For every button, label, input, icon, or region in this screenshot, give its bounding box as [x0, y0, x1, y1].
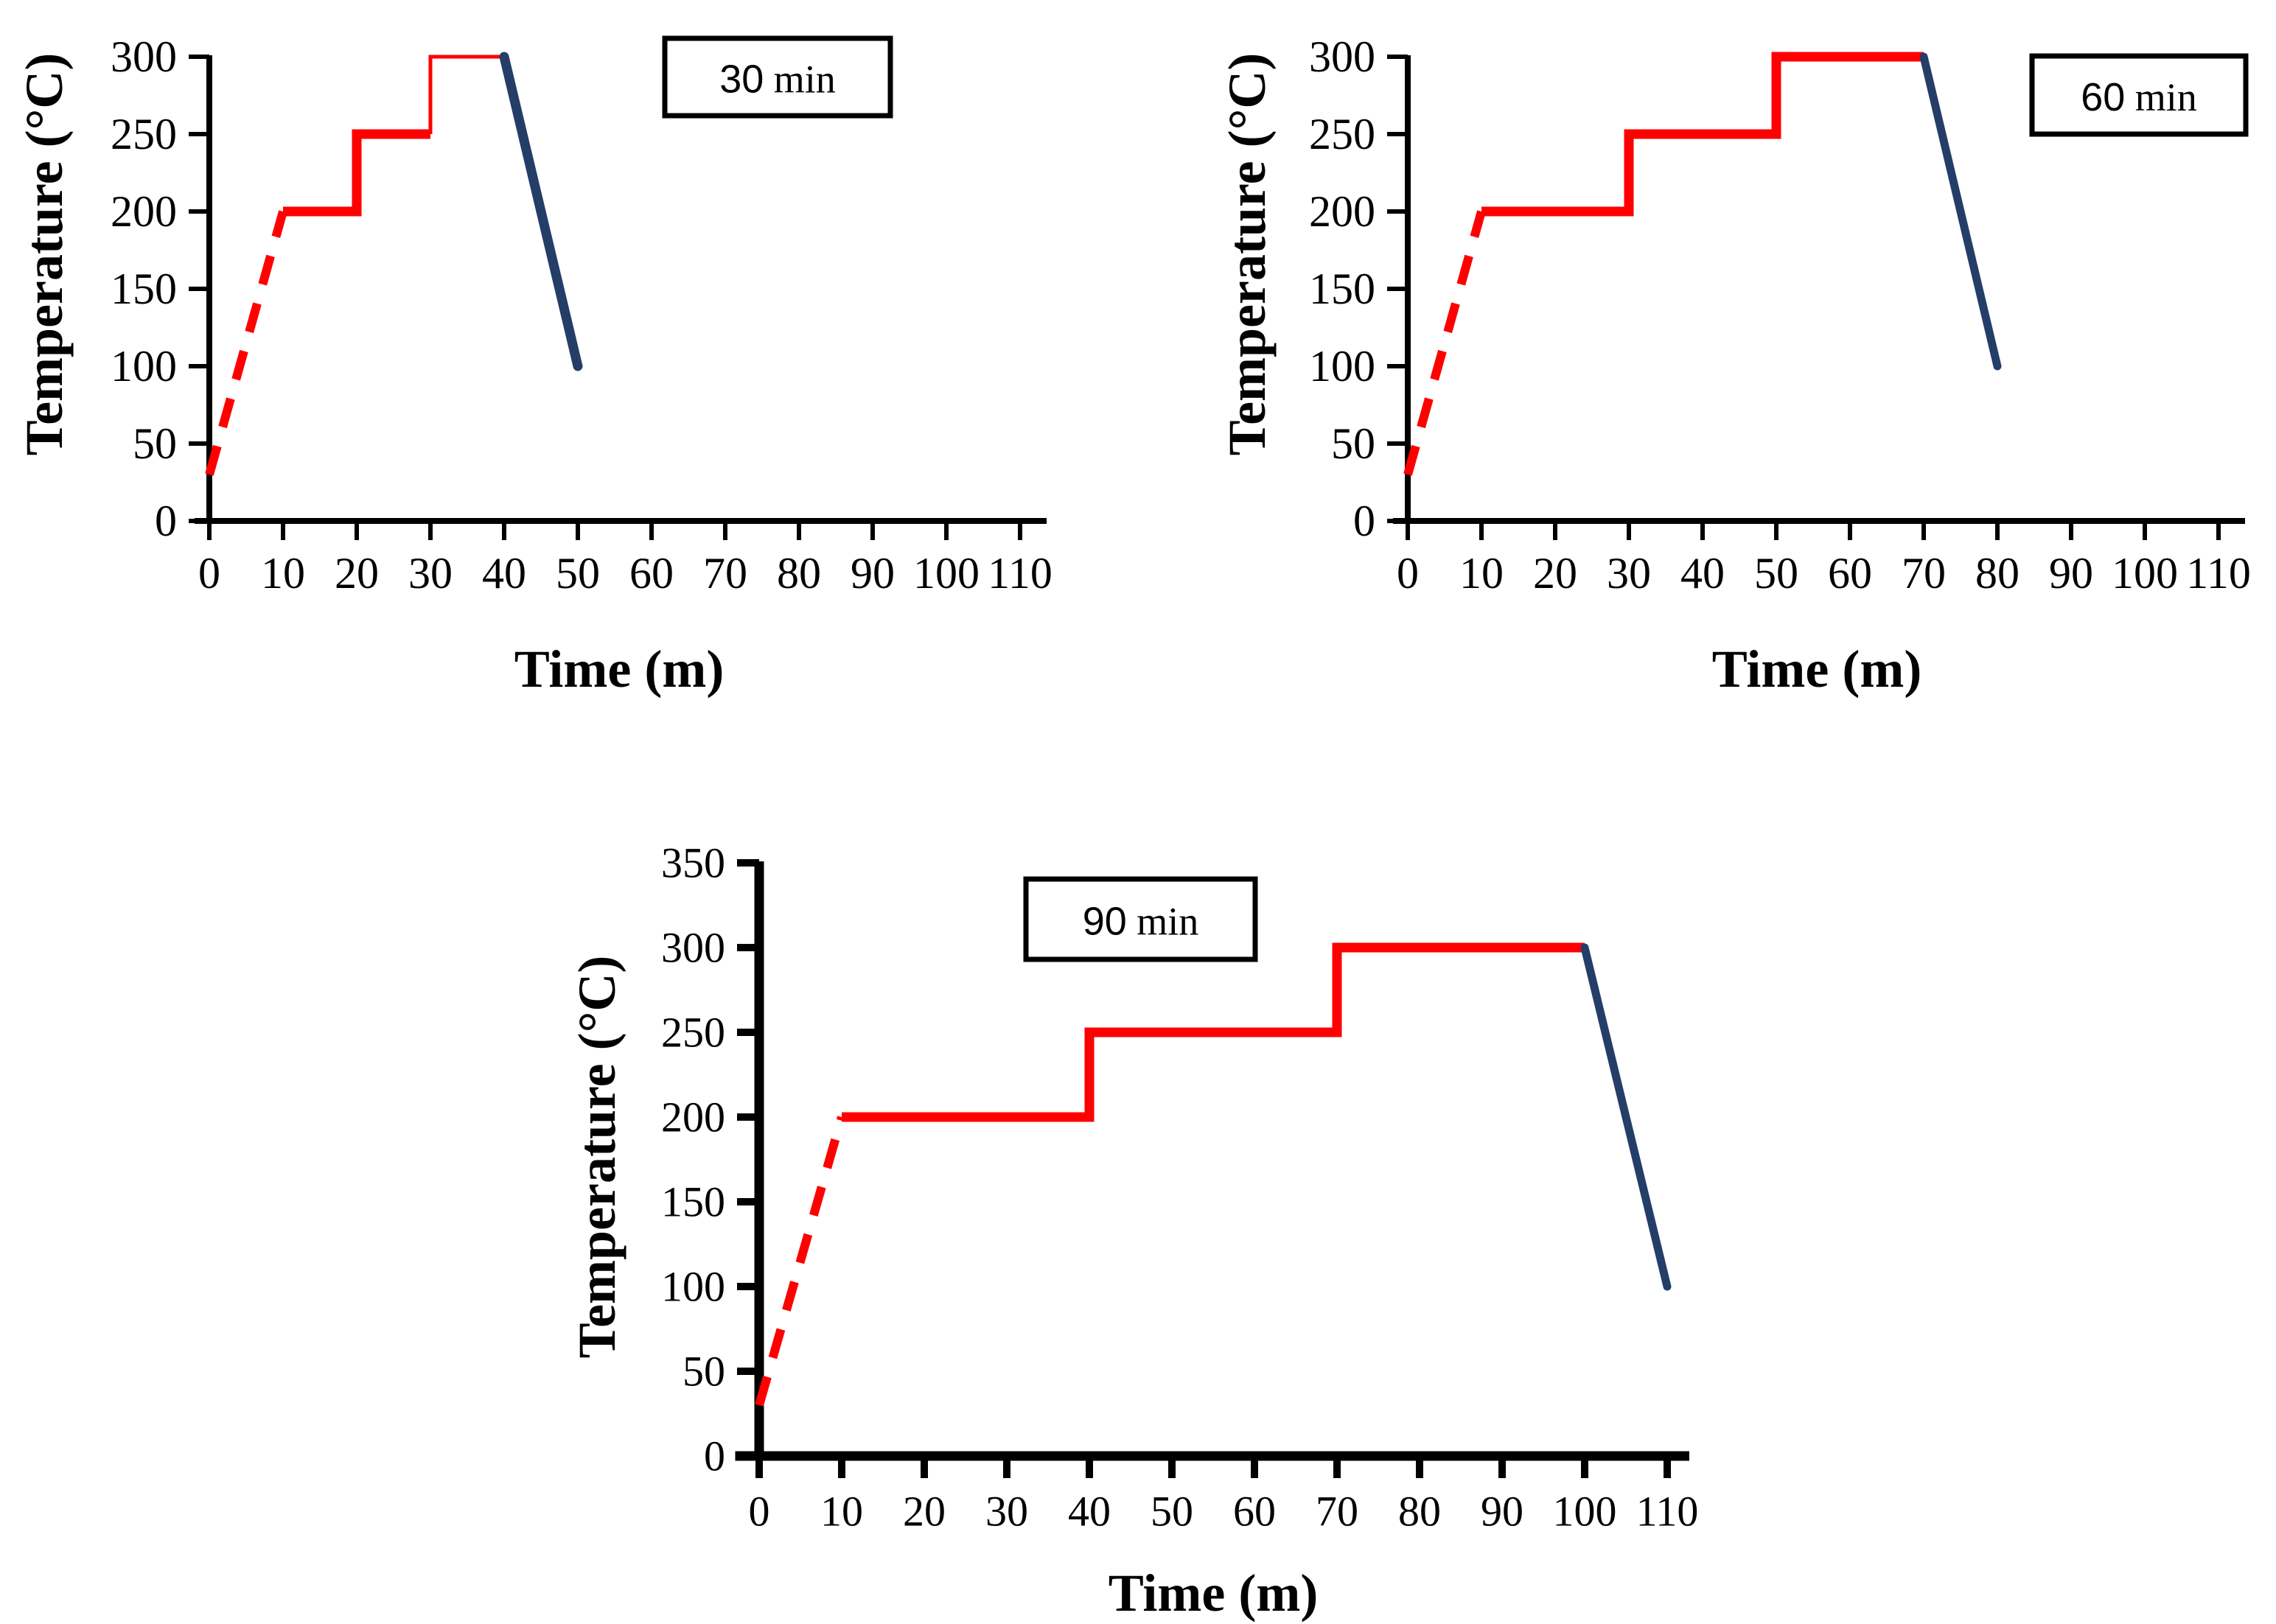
chart-panel-90-min: 0 10 20 30 40 50 60 70 80 90 100 110 0 50 100 150 200 250…: [553, 774, 1776, 1624]
x-tick-label: 40: [1680, 549, 1725, 598]
legend-box: [2029, 53, 2249, 137]
series-heating-ramp: [1403, 210, 1486, 476]
chart-panel-30-min: 0 10 20 30 40 50 60 70 80 90 100 110 0 50 100 150 200 250…: [0, 0, 1150, 744]
y-tick-label: 50: [683, 1348, 725, 1396]
x-tick-label: 110: [1636, 1488, 1699, 1536]
chart-svg-30-min: 0 10 20 30 40 50 60 70 80 90 100 110050100150200250…: [15, 32, 1053, 699]
x-tick-label: 90: [851, 549, 895, 598]
x-tick-label: 30: [1607, 549, 1651, 598]
legend-label: 90 min: [1083, 900, 1199, 944]
x-tick-label: 40: [482, 549, 526, 598]
x-tick-label: 60: [1233, 1488, 1276, 1536]
y-tick-label: 350: [661, 839, 725, 887]
x-tick-label: 90: [2049, 549, 2093, 598]
series-cooldown: [1919, 52, 2002, 371]
x-tick-label: 70: [1316, 1488, 1358, 1536]
x-tick-label: 70: [1902, 549, 1946, 598]
legend-box: [1023, 876, 1258, 962]
y-axis-title: Temperature (°C): [568, 956, 626, 1359]
y-tick-label: 0: [155, 497, 177, 545]
x-tick-label: 50: [556, 549, 600, 598]
y-tick-label: 200: [111, 187, 177, 236]
x-tick-label: 110: [988, 549, 1053, 598]
x-tick-label: 100: [2112, 549, 2178, 598]
y-tick-label: 200: [661, 1093, 725, 1141]
y-tick-label: 300: [1309, 32, 1375, 81]
x-tick-label: 30: [985, 1488, 1028, 1536]
x-tick-label: 60: [629, 549, 674, 598]
x-tick-label: 80: [777, 549, 821, 598]
legend-number: 30: [719, 57, 764, 102]
legend-number: 60: [2081, 75, 2125, 119]
series-heating-ramp: [755, 1116, 846, 1407]
chart-svg-90-min: 0 10 20 30 40 50 60 70 80 90 100 110 0 50 100 150 200 250…: [568, 839, 1699, 1623]
y-tick-label: 250: [661, 1009, 725, 1057]
x-tick-label: 60: [1828, 549, 1872, 598]
x-tick-label: 50: [1754, 549, 1798, 598]
y-tick-label: 300: [111, 32, 177, 81]
y-tick-label: 100: [111, 342, 177, 391]
legend-number: 90: [1083, 900, 1127, 944]
series-stepped-hold: [1481, 52, 1924, 217]
y-tick-label: 300: [661, 924, 725, 972]
chart-svg-60-min: 0 10 20 30 40 50 60 70 80 90 100 110050100150200250…: [1218, 32, 2251, 699]
x-axis-title: Time (m): [1712, 640, 1922, 699]
series-heating-ramp: [205, 210, 287, 476]
legend-unit: min: [2125, 75, 2197, 119]
y-tick-label: 250: [111, 110, 177, 158]
x-tick-label: 30: [408, 549, 453, 598]
x-tick-label: 0: [198, 549, 220, 598]
series-cooldown: [499, 52, 583, 371]
chart-panel-60-min: 0 10 20 30 40 50 60 70 80 90 100 110 0 50 100 150 200 250…: [1200, 0, 2276, 744]
y-tick-label: 50: [133, 419, 177, 468]
legend-unit: min: [1127, 900, 1199, 944]
y-tick-label: 100: [1309, 342, 1375, 391]
x-tick-label: 10: [261, 549, 305, 598]
x-tick-label: 0: [1397, 549, 1419, 598]
y-tick-label: 250: [1309, 110, 1375, 158]
x-tick-label: 20: [335, 549, 379, 598]
legend-label: 30 min: [719, 57, 836, 102]
x-tick-label: 0: [749, 1488, 770, 1536]
y-tick-label: 50: [1331, 419, 1375, 468]
y-axis-title: Temperature (°C): [1218, 53, 1277, 456]
y-tick-label: 150: [1309, 265, 1375, 313]
y-tick-label: 100: [661, 1263, 725, 1311]
x-tick-label: 70: [703, 549, 747, 598]
y-tick-label: 200: [1309, 187, 1375, 236]
y-tick-label: 150: [661, 1178, 725, 1226]
series-cooldown: [1580, 943, 1672, 1291]
series-stepped-hold: [842, 942, 1585, 1122]
y-tick-label: 150: [111, 265, 177, 313]
y-axis-title: Temperature (°C): [15, 53, 74, 456]
x-tick-label: 20: [903, 1488, 946, 1536]
x-tick-label: 110: [2186, 549, 2251, 598]
x-tick-label: 90: [1481, 1488, 1523, 1536]
x-tick-label: 80: [1975, 549, 2020, 598]
x-tick-label: 40: [1068, 1488, 1111, 1536]
x-tick-label: 10: [820, 1488, 863, 1536]
series-stepped-hold: [283, 129, 430, 217]
legend-label: 60 min: [2081, 75, 2197, 119]
y-tick-label: 0: [1353, 497, 1375, 545]
x-tick-label: 100: [1553, 1488, 1617, 1536]
x-tick-label: 10: [1459, 549, 1504, 598]
x-tick-label: 100: [913, 549, 980, 598]
x-tick-label: 80: [1398, 1488, 1441, 1536]
x-tick-label: 20: [1533, 549, 1577, 598]
x-axis-title: Time (m): [514, 640, 725, 699]
legend-unit: min: [764, 57, 836, 102]
x-axis-title: Time (m): [1109, 1564, 1319, 1623]
series-stepped-hold-thin: [428, 55, 504, 134]
legend-box: [662, 35, 893, 119]
y-tick-label: 0: [704, 1432, 725, 1480]
x-tick-label: 50: [1151, 1488, 1193, 1536]
